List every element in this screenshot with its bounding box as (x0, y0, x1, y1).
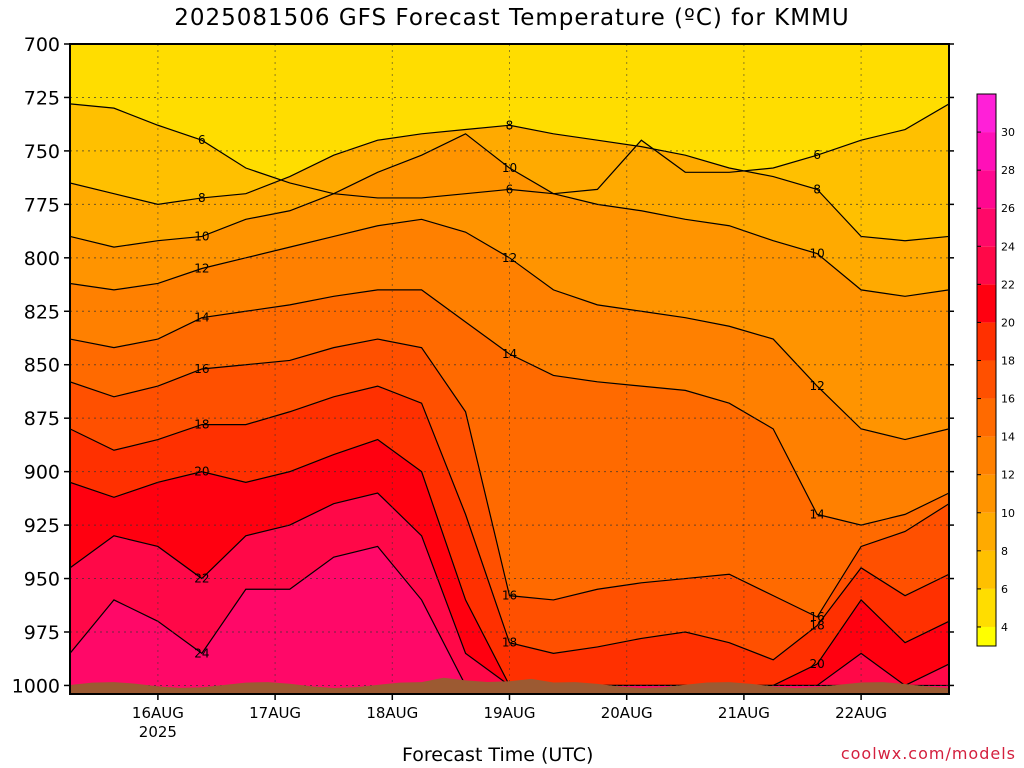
colorbar-label-12: 12 (1001, 469, 1015, 482)
y-tick-label-950: 950 (24, 569, 60, 591)
colorbar-label-28: 28 (1001, 164, 1015, 177)
isotherm-label-16-0: 16 (194, 362, 209, 376)
x-year-label: 2025 (139, 723, 177, 741)
site-credit: coolwx.com/models (840, 744, 1016, 763)
colorbar-segment-0 (977, 626, 996, 646)
isotherm-label-10-1: 10 (502, 161, 517, 175)
colorbar-segment-6 (977, 398, 996, 437)
isotherm-10 (70, 133, 949, 297)
isotherm-label-20-2: 20 (810, 657, 825, 671)
x-tick-label-20AUG: 20AUG (601, 704, 653, 722)
isotherm-14 (70, 289, 949, 526)
colorbar-segment-4 (977, 474, 996, 513)
x-tick-label-22AUG: 22AUG (835, 704, 887, 722)
colorbar-label-26: 26 (1001, 202, 1015, 215)
isotherm-label-14-2: 14 (810, 507, 825, 521)
band-above-24 (70, 546, 949, 694)
chart-title: 2025081506 GFS Forecast Temperature (ºC)… (174, 5, 850, 31)
isotherm-label-12-0: 12 (194, 262, 209, 276)
x-axis: 16AUG 17AUG 18AUG 19AUG 20AUG 21AUG 22AUG 2025 (132, 694, 887, 741)
colorbar-segment-10 (977, 246, 996, 285)
isotherm-label-10-0: 10 (194, 229, 209, 243)
x-tick-label-17AUG: 17AUG (249, 704, 301, 722)
y-tick-label-725: 725 (24, 87, 60, 109)
isotherm-label-16-2: 16 (810, 610, 825, 624)
x-tick-label-18AUG: 18AUG (366, 704, 418, 722)
colorbar-label-16: 16 (1001, 393, 1015, 406)
colorbar-frame (976, 93, 997, 647)
colorbar-segment-5 (977, 436, 996, 475)
isotherm-8 (70, 124, 949, 242)
isotherm-18 (70, 385, 949, 661)
colorbar-label-22: 22 (1001, 278, 1015, 291)
colorbar-segment-13 (977, 132, 996, 171)
grid-lines (70, 44, 949, 694)
isotherm-label-24-0: 24 (194, 646, 209, 660)
colorbar-label-4: 4 (1001, 621, 1008, 634)
y-tick-label-975: 975 (24, 622, 60, 644)
terrain-ground (70, 677, 949, 694)
y-tick-label-825: 825 (24, 301, 60, 323)
isotherm-label-12-1: 12 (502, 251, 517, 265)
y-tick-label-900: 900 (24, 462, 60, 484)
isotherm-label-10-2: 10 (810, 247, 825, 261)
colorbar-segment-8 (977, 322, 996, 361)
colorbar-label-10: 10 (1001, 507, 1015, 520)
x-tick-label-21AUG: 21AUG (718, 704, 770, 722)
isotherm-label-18-2: 18 (810, 619, 825, 633)
isotherm-label-16-1: 16 (502, 589, 517, 603)
colorbar-segment-11 (977, 208, 996, 247)
isotherm-label-14-1: 14 (502, 347, 517, 361)
colorbar-segment-12 (977, 170, 996, 209)
colorbar-segment-9 (977, 284, 996, 323)
y-tick-label-1000: 1000 (12, 675, 60, 697)
isotherm-label-18-1: 18 (502, 636, 517, 650)
colorbar-label-20: 20 (1001, 316, 1015, 329)
colorbar-label-8: 8 (1001, 545, 1008, 558)
colorbar-label-24: 24 (1001, 240, 1015, 253)
y-tick-label-875: 875 (24, 408, 60, 430)
isotherm-label-22-0: 22 (194, 572, 209, 586)
colorbar-label-6: 6 (1001, 583, 1008, 596)
colorbar-label-18: 18 (1001, 354, 1015, 367)
isotherm-label-8-0: 8 (198, 191, 206, 205)
isotherm-label-14-0: 14 (194, 311, 209, 325)
x-tick-label-16AUG: 16AUG (132, 704, 184, 722)
isotherm-label-8-2: 8 (813, 182, 821, 196)
isotherm-label-12-2: 12 (810, 379, 825, 393)
colorbar-segment-1 (977, 588, 996, 627)
isotherm-label-18-0: 18 (194, 418, 209, 432)
y-tick-label-925: 925 (24, 515, 60, 537)
x-axis-title: Forecast Time (UTC) (402, 744, 594, 766)
y-tick-label-700: 700 (24, 34, 60, 56)
ground-area (70, 677, 949, 694)
colorbar-segment-3 (977, 512, 996, 551)
colorbar: 4 6 8 10 12 14 16 18 20 22 24 26 28 30 (976, 93, 1015, 647)
y-tick-label-775: 775 (24, 194, 60, 216)
colorbar-segment-7 (977, 360, 996, 399)
y-axis: 700 725 750 775 800 825 850 875 900 925 950 975 1000 (12, 34, 954, 697)
isotherm-16 (70, 338, 949, 618)
y-tick-label-750: 750 (24, 141, 60, 163)
y-tick-label-850: 850 (24, 355, 60, 377)
colorbar-segment-2 (977, 550, 996, 589)
isotherm-label-8-1: 8 (506, 118, 514, 132)
y-tick-label-800: 800 (24, 248, 60, 270)
isotherm-label-6-0: 6 (198, 133, 206, 147)
isotherm-label-6-1: 6 (506, 182, 514, 196)
isotherm-label-6-2: 6 (813, 148, 821, 162)
x-tick-label-19AUG: 19AUG (484, 704, 536, 722)
isotherm-label-20-0: 20 (194, 465, 209, 479)
colorbar-segment-14 (977, 94, 996, 133)
colorbar-label-14: 14 (1001, 431, 1015, 444)
colorbar-label-30: 30 (1001, 126, 1015, 139)
isotherm-labels: 6668881010101212121414141616161818182020… (194, 118, 825, 671)
